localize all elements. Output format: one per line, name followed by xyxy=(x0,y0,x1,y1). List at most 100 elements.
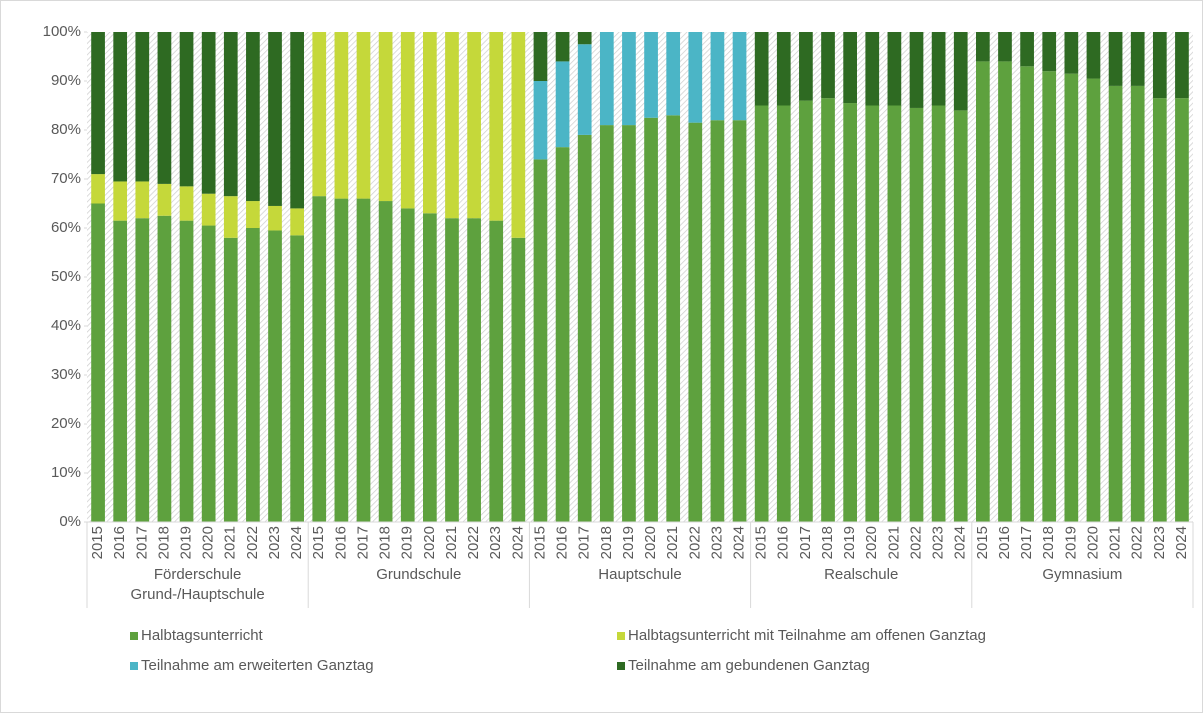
x-tick-label: 2017 xyxy=(576,526,593,559)
bar-segment xyxy=(998,61,1012,523)
bar-segment xyxy=(666,115,681,523)
y-tick-label: 100% xyxy=(43,23,81,40)
bar-segment xyxy=(312,32,327,197)
bar-segment xyxy=(688,32,703,123)
x-tick-label: 2020 xyxy=(642,526,659,559)
y-tick-label: 80% xyxy=(51,121,81,138)
x-tick-label: 2018 xyxy=(598,526,615,559)
x-tick-label: 2016 xyxy=(554,526,571,559)
legend-swatch xyxy=(130,632,138,640)
bar-segment xyxy=(113,220,128,522)
x-tick-label: 2015 xyxy=(753,526,770,559)
bar-segment xyxy=(555,32,570,62)
legend-label: Teilnahme am erweiterten Ganztag xyxy=(141,657,374,674)
bar-segment xyxy=(732,32,747,121)
legend-label: Halbtagsunterricht mit Teilnahme am offe… xyxy=(628,627,986,644)
x-tick-label: 2018 xyxy=(377,526,394,559)
bar-segment xyxy=(599,32,614,126)
bar-segment xyxy=(135,181,150,219)
bar-segment xyxy=(887,32,902,106)
bar-segment xyxy=(710,32,725,121)
x-tick-label: 2022 xyxy=(244,526,261,559)
x-tick-label: 2018 xyxy=(155,526,172,559)
bar-segment xyxy=(976,32,990,62)
x-tick-label: 2017 xyxy=(1018,526,1035,559)
bar-segment xyxy=(1108,32,1123,86)
x-tick-label: 2023 xyxy=(1151,526,1168,559)
bar-segment xyxy=(157,183,172,216)
bar-segment xyxy=(577,44,592,135)
bar-segment xyxy=(622,32,636,126)
bar-segment xyxy=(400,32,415,209)
bar-segment xyxy=(157,215,172,522)
bar-segment xyxy=(246,201,260,228)
x-tick-label: 2019 xyxy=(841,526,858,559)
bar-segment xyxy=(1086,78,1101,523)
bar-segment xyxy=(423,32,437,214)
x-tick-label: 2023 xyxy=(487,526,504,559)
bar-segment xyxy=(201,225,216,523)
x-tick-label: 2019 xyxy=(399,526,416,559)
bar-segment xyxy=(1152,98,1167,523)
bar-segment xyxy=(953,32,968,111)
x-tick-label: 2022 xyxy=(465,526,482,559)
x-tick-label: 2024 xyxy=(288,526,305,559)
bar-segment xyxy=(113,181,128,221)
bar-segment xyxy=(1152,32,1167,99)
y-tick-label: 70% xyxy=(51,170,81,187)
x-tick-label: 2023 xyxy=(930,526,947,559)
bar-segment xyxy=(157,32,172,184)
x-tick-label: 2020 xyxy=(863,526,880,559)
bar-segment xyxy=(445,32,459,219)
bar-segment xyxy=(489,32,504,221)
bar-segment xyxy=(843,103,857,523)
y-tick-label: 60% xyxy=(51,219,81,236)
x-tick-label: 2015 xyxy=(531,526,548,559)
group-label: Grundschule xyxy=(376,566,462,583)
bar-segment xyxy=(1175,98,1189,523)
group-label: Gymnasium xyxy=(1042,566,1123,583)
bar-segment xyxy=(644,32,658,118)
x-tick-label: 2021 xyxy=(222,526,239,559)
bar-segment xyxy=(91,203,105,522)
bar-segment xyxy=(290,32,304,209)
x-tick-label: 2019 xyxy=(1062,526,1079,559)
x-tick-label: 2024 xyxy=(952,526,969,559)
bar-segment xyxy=(356,198,371,522)
x-tick-label: 2024 xyxy=(1173,526,1190,559)
x-tick-label: 2016 xyxy=(996,526,1013,559)
bar-segment xyxy=(732,120,747,522)
bar-segment xyxy=(1175,32,1189,99)
x-tick-label: 2015 xyxy=(310,526,327,559)
bar-segment xyxy=(246,32,260,202)
bar-segment xyxy=(799,32,813,101)
x-tick-label: 2021 xyxy=(1107,526,1124,559)
bar-segment xyxy=(223,32,238,197)
bar-segment xyxy=(268,205,282,231)
bar-segment xyxy=(356,32,371,199)
bar-segment xyxy=(931,32,946,106)
bar-segment xyxy=(268,230,282,522)
bar-segment xyxy=(511,237,526,523)
bar-segment xyxy=(998,32,1012,62)
group-label: Hauptschule xyxy=(598,566,682,583)
bar-segment xyxy=(776,32,791,106)
group-label: Realschule xyxy=(824,566,899,583)
bar-segment xyxy=(378,32,393,202)
bar-segment xyxy=(953,110,968,523)
x-tick-label: 2024 xyxy=(509,526,526,559)
bar-segment xyxy=(865,32,880,106)
legend-label: Halbtagsunterricht xyxy=(141,627,264,644)
legend-swatch xyxy=(617,632,625,640)
x-tick-label: 2021 xyxy=(443,526,460,559)
y-tick-label: 40% xyxy=(51,317,81,334)
bar-segment xyxy=(688,122,703,523)
bar-segment xyxy=(179,186,194,221)
x-tick-label: 2017 xyxy=(797,526,814,559)
x-tick-label: 2015 xyxy=(974,526,991,559)
bar-segment xyxy=(843,32,857,104)
bar-segment xyxy=(1020,66,1034,523)
bar-segment xyxy=(622,125,636,522)
